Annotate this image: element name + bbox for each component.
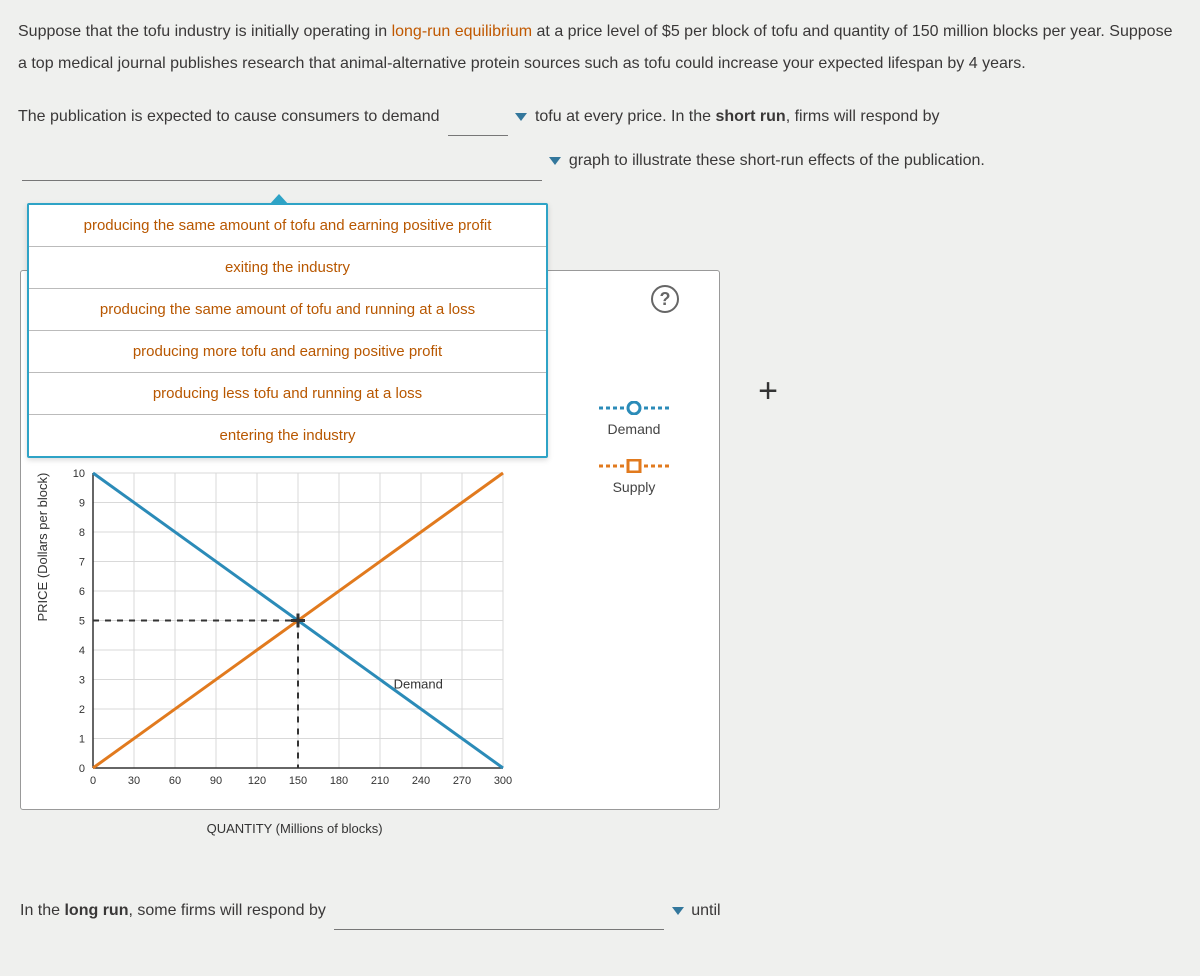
sentence-firm-response: graph to illustrate these short-run effe… [18,142,1182,180]
dropdown-trigger-longrun-response[interactable] [672,907,684,915]
graph-add-button[interactable]: + [758,374,778,408]
svg-text:0: 0 [90,775,96,787]
svg-text:30: 30 [128,775,140,787]
dropdown-option[interactable]: entering the industry [29,414,546,456]
legend-swatch-demand[interactable] [599,401,669,415]
svg-text:60: 60 [169,775,181,787]
dropdown-blank-firm-response[interactable] [22,160,542,181]
svg-text:10: 10 [73,468,85,480]
svg-text:2: 2 [79,704,85,716]
legend-label-demand: Demand [559,421,709,437]
dropdown-option[interactable]: producing the same amount of tofu and ea… [29,205,546,246]
dropdown-trigger-firm-response[interactable] [549,157,561,165]
longrun-tail: until [691,902,720,919]
svg-text:210: 210 [371,775,389,787]
sentence-long-run: In the long run, some firms will respond… [20,892,1180,930]
svg-text:90: 90 [210,775,222,787]
sentence-pre: The publication is expected to cause con… [18,108,444,125]
dropdown-blank-longrun-response[interactable] [334,910,664,931]
graph-legend: Demand Supply [559,391,709,495]
dropdown-menu-firm-response: producing the same amount of tofu and ea… [27,203,548,458]
svg-text:240: 240 [412,775,430,787]
svg-text:5: 5 [79,616,85,628]
svg-text:0: 0 [79,763,85,775]
svg-text:150: 150 [289,775,307,787]
question-intro: Suppose that the tofu industry is initia… [18,16,1182,80]
y-axis-label: PRICE (Dollars per block) [35,472,50,621]
svg-text:8: 8 [79,527,85,539]
dropdown-trigger-demand-direction[interactable] [515,113,527,121]
graph-instruction-tail: graph to illustrate these short-run effe… [569,152,985,169]
sentence-tail: , firms will respond by [786,108,940,125]
svg-text:Demand: Demand [394,676,443,691]
svg-text:270: 270 [453,775,471,787]
dropdown-option[interactable]: exiting the industry [29,246,546,288]
svg-text:6: 6 [79,586,85,598]
intro-text-a: Suppose that the tofu industry is initia… [18,23,392,40]
x-axis-label: QUANTITY (Millions of blocks) [207,821,383,836]
graph-help-button[interactable]: ? [651,285,679,313]
longrun-bold: long run [64,902,128,919]
svg-text:120: 120 [248,775,266,787]
short-run-bold: short run [715,108,785,125]
legend-label-supply: Supply [559,479,709,495]
dropdown-option[interactable]: producing the same amount of tofu and ru… [29,288,546,330]
longrun-pre: In the [20,902,64,919]
longrun-mid: , some firms will respond by [128,902,330,919]
svg-text:7: 7 [79,557,85,569]
sentence-post: tofu at every price. In the [535,108,716,125]
chart-area[interactable]: PRICE (Dollars per block) 03060901201501… [45,461,525,796]
svg-text:9: 9 [79,498,85,510]
chart-svg[interactable]: 0 30 60 90 120 150 180 210 240 270 300 0 1 2 3 4 5 6 7 8 9 10… [45,461,525,796]
glossary-link-lrequilibrium[interactable]: long-run equilibrium [392,23,533,40]
dropdown-blank-demand-direction[interactable] [448,116,508,137]
svg-text:3: 3 [79,675,85,687]
svg-text:4: 4 [79,645,85,657]
svg-text:300: 300 [494,775,512,787]
svg-text:1: 1 [79,734,85,746]
dropdown-caret-icon [269,194,289,205]
dropdown-option[interactable]: producing less tofu and running at a los… [29,372,546,414]
svg-text:180: 180 [330,775,348,787]
legend-swatch-supply[interactable] [599,459,669,473]
dropdown-option[interactable]: producing more tofu and earning positive… [29,330,546,372]
sentence-short-run: The publication is expected to cause con… [18,98,1182,136]
